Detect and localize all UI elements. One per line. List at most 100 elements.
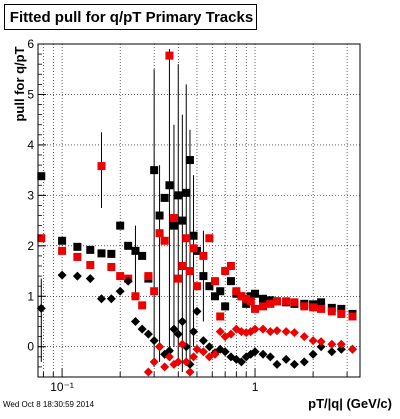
data-point-diamond: [72, 271, 82, 281]
data-point-diamond: [272, 359, 282, 369]
data-point-diamond: [308, 349, 318, 359]
data-point-square: [192, 282, 201, 291]
data-point-diamond: [327, 347, 337, 357]
data-point-diamond: [115, 286, 125, 296]
data-point-diamond: [327, 339, 337, 349]
data-point-diamond: [210, 349, 220, 359]
data-point-diamond: [272, 326, 282, 336]
data-point-diamond: [336, 339, 346, 349]
y-tick-label: 4: [27, 138, 34, 152]
data-point-square: [97, 162, 106, 171]
chart-title: Fitted pull for q/pT Primary Tracks: [9, 9, 254, 26]
data-point-square: [246, 292, 255, 301]
data-point-square: [160, 193, 169, 202]
data-point-diamond: [289, 359, 299, 369]
data-point-square: [174, 191, 183, 200]
data-point-diamond: [336, 344, 346, 354]
data-point-diamond: [123, 276, 133, 286]
data-point-square: [116, 221, 125, 230]
data-markers: [36, 51, 357, 377]
data-point-square: [189, 231, 198, 240]
data-point-square: [205, 282, 214, 291]
y-tick-label: 3: [27, 188, 34, 202]
data-point-diamond: [316, 337, 326, 347]
data-point-square: [226, 277, 235, 286]
data-point-square: [73, 242, 82, 251]
data-point-diamond: [250, 347, 260, 357]
data-point-square: [131, 246, 140, 255]
data-point-square: [259, 294, 268, 303]
data-point-diamond: [149, 336, 159, 346]
data-point-square: [138, 301, 147, 310]
data-point-square: [251, 304, 260, 313]
data-point-square: [97, 249, 106, 258]
data-point-square: [273, 297, 282, 306]
data-point-diamond: [299, 357, 309, 367]
data-point-diamond: [160, 362, 170, 372]
y-tick-label: 2: [27, 239, 34, 253]
data-point-diamond: [177, 339, 187, 349]
data-point-diamond: [155, 342, 165, 352]
timestamp-label: Wed Oct 8 18:30:59 2014: [3, 400, 95, 409]
data-point-square: [37, 172, 46, 181]
data-point-diamond: [96, 294, 106, 304]
data-point-square: [327, 307, 336, 316]
data-point-square: [237, 292, 246, 301]
data-point-diamond: [198, 336, 208, 346]
data-point-square: [138, 251, 147, 260]
data-point-diamond: [177, 317, 187, 326]
data-point-square: [58, 236, 67, 245]
data-point-square: [73, 252, 82, 261]
grid-lines: [38, 43, 360, 377]
data-point-diamond: [236, 357, 246, 367]
data-point-square: [165, 181, 174, 190]
data-point-diamond: [308, 336, 318, 346]
data-point-square: [282, 297, 291, 306]
data-point-square: [216, 312, 225, 321]
data-point-square: [210, 292, 219, 301]
data-point-diamond: [347, 344, 357, 354]
x-tick-label: 1: [252, 380, 259, 394]
data-point-square: [107, 263, 116, 272]
data-point-square: [178, 216, 187, 225]
data-point-diamond: [265, 327, 275, 337]
data-point-diamond: [169, 324, 179, 334]
data-point-square: [246, 297, 255, 306]
data-point-square: [185, 156, 194, 165]
data-point-diamond: [185, 367, 195, 377]
data-point-square: [290, 298, 299, 307]
data-point-square: [107, 249, 116, 258]
data-point-diamond: [258, 324, 268, 334]
data-point-diamond: [143, 367, 153, 377]
data-point-square: [86, 245, 95, 254]
data-point-diamond: [106, 294, 116, 304]
data-point-square: [160, 236, 169, 245]
data-point-square: [317, 298, 326, 307]
data-point-diamond: [215, 327, 225, 337]
data-point-square: [116, 272, 125, 281]
data-point-square: [221, 302, 230, 311]
data-point-diamond: [181, 357, 191, 367]
data-point-diamond: [164, 346, 174, 356]
data-point-square: [169, 221, 178, 230]
data-point-diamond: [299, 332, 309, 342]
y-axis-ticks: 0 1 2 3 4 5 6: [27, 37, 46, 378]
data-point-diamond: [281, 354, 291, 364]
data-point-square: [337, 304, 346, 313]
data-point-diamond: [250, 324, 260, 334]
data-point-diamond: [192, 306, 202, 316]
data-point-diamond: [265, 352, 275, 362]
data-point-square: [251, 289, 260, 298]
error-bars: [40, 49, 204, 372]
data-point-diamond: [226, 329, 236, 339]
data-point-square: [309, 303, 318, 312]
chart-title-box: Fitted pull for q/pT Primary Tracks: [4, 4, 257, 30]
y-tick-label: 1: [27, 289, 34, 303]
data-point-diamond: [173, 329, 183, 339]
x-tick-label: 10⁻¹: [50, 380, 74, 394]
data-point-square: [337, 309, 346, 318]
data-point-square: [226, 262, 235, 270]
data-point-diamond: [57, 270, 67, 280]
